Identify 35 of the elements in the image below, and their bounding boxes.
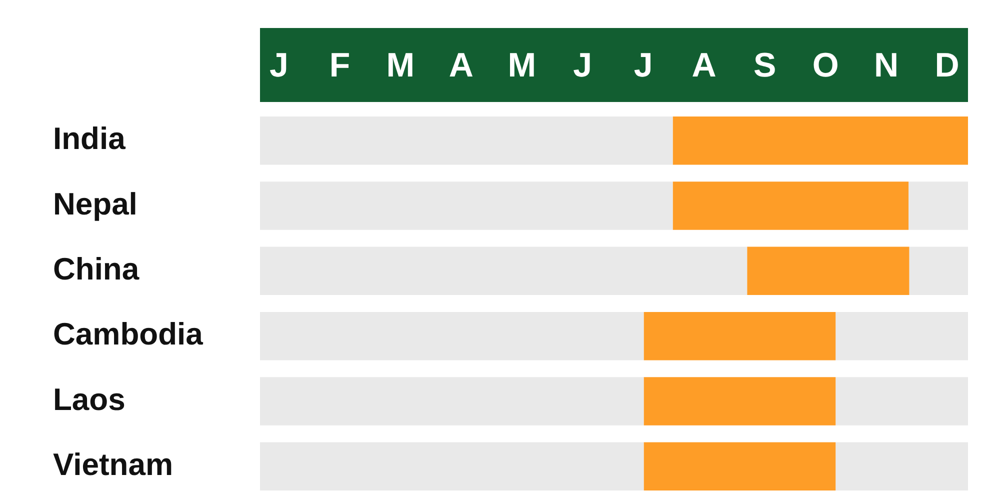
text: M [508, 46, 536, 84]
text: J [573, 46, 592, 84]
text: A [448, 46, 474, 84]
text: F [329, 46, 350, 84]
bar [747, 246, 910, 296]
y-tick-label: Vietnam [53, 446, 174, 482]
y-tick-label: Nepal [53, 186, 138, 222]
bar [672, 182, 909, 230]
bar [260, 246, 748, 296]
text: J [634, 46, 653, 84]
bar [836, 442, 968, 491]
bar [260, 116, 673, 165]
y-tick-label: Cambodia [53, 316, 204, 352]
bar [644, 377, 836, 426]
bar [836, 377, 968, 426]
text: A [692, 46, 716, 84]
text: J [270, 46, 288, 84]
bar [260, 377, 644, 426]
text: O [812, 46, 839, 84]
bar [909, 246, 968, 296]
bar [260, 312, 644, 360]
bar [672, 116, 968, 165]
bar [836, 312, 968, 360]
text: M [386, 46, 415, 84]
bar [908, 182, 968, 230]
bar [260, 182, 673, 230]
y-tick-label: China [53, 251, 140, 286]
y-tick-label: Laos [53, 382, 126, 417]
text: D [934, 46, 960, 84]
text: N [874, 46, 899, 84]
bar [644, 442, 836, 491]
y-tick-label: India [53, 121, 126, 156]
text: S [753, 46, 776, 84]
bar [260, 442, 644, 491]
bar [644, 312, 836, 360]
